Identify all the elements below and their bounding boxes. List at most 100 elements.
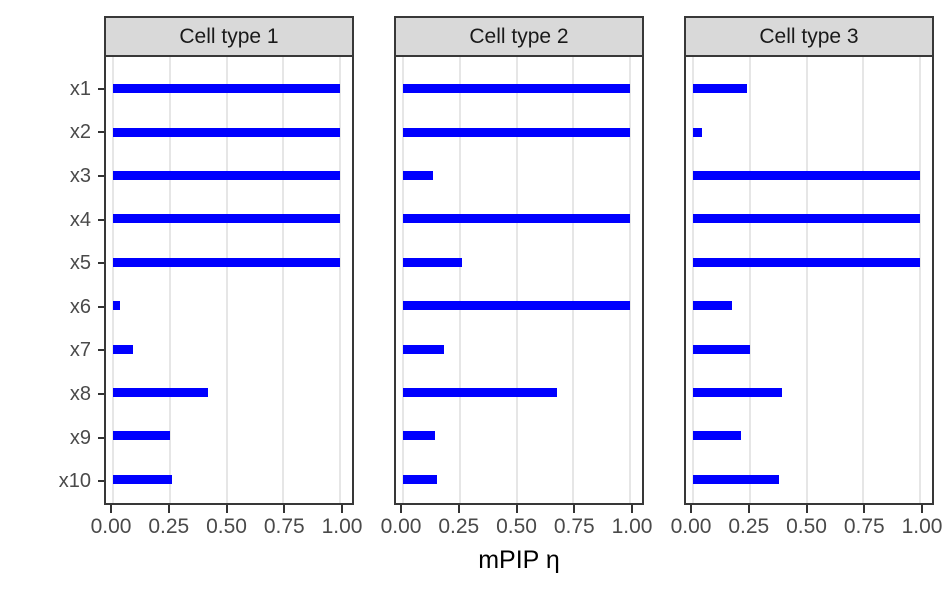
bar-x1 xyxy=(693,84,748,94)
x-tick-mark xyxy=(863,505,866,513)
facet-panel xyxy=(394,57,644,505)
gridline xyxy=(402,57,404,503)
bar-row xyxy=(693,474,920,484)
facet: Cell type 1 0.00 0.25 0.50 0.75 1.00 xyxy=(91,16,362,545)
x-tick-label: 0.50 xyxy=(786,515,827,538)
bar-row xyxy=(403,387,630,397)
y-tick-mark xyxy=(98,436,104,439)
bar-row xyxy=(113,301,340,311)
bar-x7 xyxy=(403,344,444,354)
bar-row xyxy=(693,257,920,267)
y-axis-label: x2 xyxy=(69,121,91,144)
x-tick-label: 0.00 xyxy=(380,515,422,538)
bar-row xyxy=(113,170,340,180)
x-axis: 0.00 0.25 0.50 0.75 1.00 xyxy=(381,505,652,545)
y-axis-row: x2 xyxy=(0,122,104,142)
x-tick-label: 0.00 xyxy=(670,515,712,538)
bar-row xyxy=(693,214,920,224)
y-axis-row: x8 xyxy=(0,384,104,404)
facet-panel xyxy=(684,57,934,505)
bar-x9 xyxy=(693,431,741,441)
x-axis: 0.00 0.25 0.50 0.75 1.00 xyxy=(671,505,942,545)
x-tick-label: 0.25 xyxy=(148,515,190,538)
facet: Cell type 2 0.00 0.25 0.50 0.75 1.00 xyxy=(381,16,652,545)
bar-x4 xyxy=(403,214,630,224)
gridline xyxy=(225,57,228,503)
bar-row xyxy=(693,387,920,397)
bar-x9 xyxy=(113,431,170,441)
y-axis-row: x3 xyxy=(0,166,104,186)
x-tick-mark xyxy=(690,505,692,513)
bar-x8 xyxy=(113,387,209,397)
x-axis-title: mPIP η xyxy=(478,546,560,574)
x-tick-label: 0.00 xyxy=(90,515,132,538)
bar-x4 xyxy=(693,214,920,224)
y-tick-mark xyxy=(98,262,104,265)
x-axis-inner: 0.00 0.25 0.50 0.75 1.00 xyxy=(91,505,362,545)
facet-strip-label: Cell type 2 xyxy=(394,16,644,57)
y-axis-label: x9 xyxy=(69,426,91,449)
bar-x5 xyxy=(113,257,340,267)
gridline xyxy=(748,57,751,503)
facet-strip-label: Cell type 1 xyxy=(104,16,354,57)
y-axis-label: x7 xyxy=(69,339,91,362)
x-tick-mark xyxy=(110,505,112,513)
bar-row xyxy=(113,344,340,354)
gridline xyxy=(168,57,171,503)
y-tick-mark xyxy=(98,87,104,90)
bar-x2 xyxy=(113,127,340,137)
gridline xyxy=(629,57,631,503)
bar-row xyxy=(693,170,920,180)
bar-group xyxy=(693,57,920,503)
y-axis-row: x9 xyxy=(0,428,104,448)
bar-x8 xyxy=(693,387,782,397)
bar-row xyxy=(113,257,340,267)
x-tick-label: 0.25 xyxy=(728,515,770,538)
x-tick-mark xyxy=(400,505,402,513)
x-tick-label: 1.00 xyxy=(901,515,943,538)
x-tick-mark xyxy=(921,505,923,513)
bar-row xyxy=(113,84,340,94)
bar-x7 xyxy=(113,344,134,354)
y-tick-mark xyxy=(98,305,104,308)
gridline xyxy=(458,57,461,503)
bar-x4 xyxy=(113,214,340,224)
y-axis-row: x7 xyxy=(0,340,104,360)
y-axis: x1 x2 x3 x4 x5 x6 x7 x8 x9 x10 xyxy=(0,57,104,505)
plot-area xyxy=(112,57,341,503)
gridline xyxy=(805,57,808,503)
bar-row xyxy=(403,214,630,224)
x-tick-label: 0.75 xyxy=(263,515,305,538)
y-axis-label: x3 xyxy=(69,164,91,187)
gridline xyxy=(692,57,694,503)
y-axis-row: x1 xyxy=(0,79,104,99)
x-tick-mark xyxy=(805,505,808,513)
x-tick-label: 0.50 xyxy=(496,515,537,538)
bar-row xyxy=(113,214,340,224)
gridline xyxy=(919,57,921,503)
x-tick-mark xyxy=(747,505,750,513)
bar-row xyxy=(403,431,630,441)
x-tick-label: 0.75 xyxy=(553,515,595,538)
bar-x10 xyxy=(693,474,780,484)
facet: Cell type 3 0.00 0.25 0.50 0.75 1.00 xyxy=(671,16,942,545)
bar-row xyxy=(403,257,630,267)
x-tick-label: 0.50 xyxy=(206,515,247,538)
bar-x8 xyxy=(403,387,558,397)
x-tick-mark xyxy=(631,505,633,513)
x-tick-mark xyxy=(283,505,286,513)
x-tick-mark xyxy=(573,505,576,513)
gridline xyxy=(862,57,865,503)
y-tick-mark xyxy=(98,480,104,483)
bar-row xyxy=(403,301,630,311)
x-tick-mark xyxy=(341,505,343,513)
bar-x3 xyxy=(403,170,433,180)
bar-x6 xyxy=(693,301,732,311)
bar-x5 xyxy=(403,257,463,267)
bar-x5 xyxy=(693,257,920,267)
bar-row xyxy=(403,474,630,484)
bar-x2 xyxy=(693,127,703,137)
bar-group xyxy=(403,57,630,503)
x-tick-label: 1.00 xyxy=(611,515,653,538)
